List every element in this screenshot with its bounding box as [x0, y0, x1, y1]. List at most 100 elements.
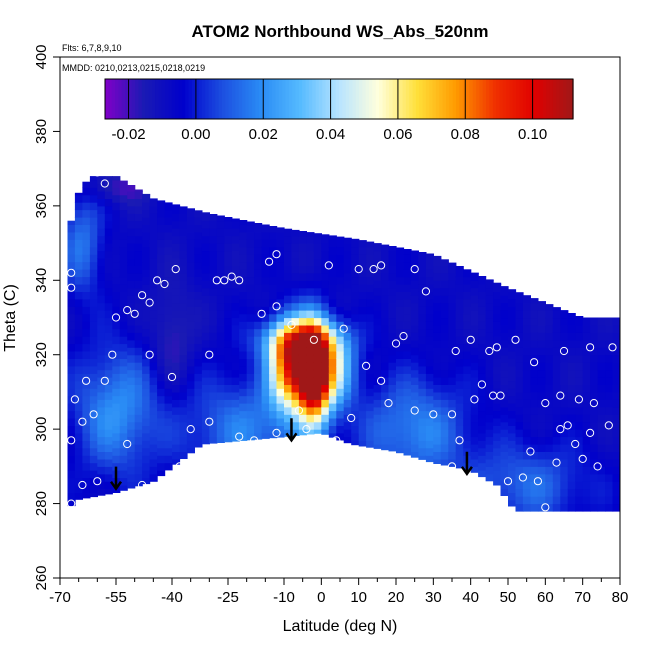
- sample-point: [556, 391, 565, 400]
- heatmap-cell: [142, 239, 151, 248]
- heatmap-cell: [134, 324, 143, 333]
- heatmap-cell: [493, 403, 502, 412]
- heatmap-cell: [74, 202, 83, 211]
- heatmap-cell: [328, 358, 337, 367]
- heatmap-cell: [590, 458, 599, 467]
- heatmap-cell: [522, 466, 531, 475]
- heatmap-cell: [67, 220, 76, 225]
- heatmap-cell: [410, 421, 419, 430]
- x-tick-label: 20: [388, 589, 405, 606]
- colorbar-swatch: [569, 79, 574, 119]
- heatmap-cell: [216, 391, 225, 400]
- heatmap-cell: [254, 223, 263, 226]
- heatmap-cell: [224, 243, 233, 252]
- heatmap-cell: [261, 224, 270, 233]
- heatmap-cell: [224, 228, 233, 237]
- heatmap-cell: [246, 343, 255, 352]
- heatmap-cell: [463, 276, 472, 285]
- heatmap-cell: [104, 414, 113, 423]
- heatmap-cell: [201, 235, 210, 244]
- heatmap-cell: [186, 373, 195, 382]
- heatmap-cell: [224, 362, 233, 371]
- heatmap-cell: [82, 470, 91, 479]
- colorbar-swatch: [212, 79, 216, 119]
- heatmap-cell: [321, 287, 330, 296]
- heatmap-cell: [612, 466, 620, 475]
- heatmap-cell: [530, 429, 539, 438]
- heatmap-cell: [366, 388, 375, 397]
- heatmap-cell: [142, 224, 151, 233]
- heatmap-cell: [97, 302, 106, 311]
- heatmap-cell: [605, 384, 614, 393]
- heatmap-cell: [261, 254, 270, 263]
- heatmap-cell: [89, 321, 98, 330]
- colorbar-tick-label: 0.04: [316, 126, 345, 143]
- heatmap-cell: [254, 224, 263, 233]
- heatmap-cell: [306, 310, 315, 319]
- heatmap-cell: [433, 451, 442, 460]
- heatmap-cell: [261, 328, 270, 337]
- heatmap-cell: [313, 377, 322, 385]
- heatmap-cell: [396, 418, 405, 426]
- heatmap-cell: [321, 429, 330, 435]
- heatmap-cell: [127, 258, 136, 266]
- heatmap-cell: [201, 302, 210, 311]
- heatmap-cell: [560, 339, 569, 348]
- heatmap-cell: [440, 317, 449, 326]
- heatmap-cell: [552, 429, 561, 438]
- heatmap-cell: [351, 284, 360, 292]
- heatmap-cell: [291, 362, 300, 371]
- heatmap-cell: [298, 339, 307, 348]
- heatmap-cell: [590, 384, 599, 393]
- heatmap-cell: [321, 235, 330, 244]
- heatmap-cell: [194, 313, 203, 322]
- heatmap-cell: [164, 269, 173, 278]
- heatmap-cell: [418, 365, 427, 374]
- heatmap-cell: [463, 269, 472, 278]
- heatmap-cell: [485, 406, 494, 415]
- heatmap-cell: [149, 458, 158, 467]
- heatmap-cell: [224, 220, 233, 229]
- heatmap-cell: [157, 200, 166, 203]
- heatmap-cell: [186, 306, 195, 315]
- heatmap-cell: [284, 384, 293, 393]
- heatmap-cell: [381, 258, 390, 266]
- heatmap-cell: [89, 403, 98, 412]
- heatmap-cell: [470, 362, 479, 371]
- heatmap-cell: [321, 234, 330, 237]
- heatmap-cell: [104, 406, 113, 415]
- heatmap-cell: [545, 369, 554, 378]
- heatmap-cell: [537, 302, 546, 311]
- colorbar-frame: [104, 78, 574, 120]
- heatmap-cell: [321, 265, 330, 274]
- heatmap-cell: [313, 250, 322, 259]
- heatmap-cell: [269, 403, 278, 412]
- heatmap-cell: [336, 239, 345, 248]
- heatmap-cell: [433, 272, 442, 281]
- heatmap-cell: [567, 406, 576, 415]
- heatmap-cell: [209, 406, 218, 415]
- heatmap-cell: [373, 258, 382, 266]
- heatmap-cell: [112, 447, 121, 456]
- heatmap-cell: [605, 436, 614, 445]
- heatmap-cell: [127, 185, 136, 192]
- heatmap-cell: [74, 192, 83, 196]
- heatmap-cell: [567, 458, 576, 467]
- heatmap-cell: [284, 228, 293, 237]
- heatmap-cell: [97, 414, 106, 423]
- heatmap-cell: [261, 321, 270, 330]
- heatmap-cell: [515, 429, 524, 438]
- heatmap-cell: [358, 373, 367, 382]
- heatmap-cell: [231, 287, 240, 296]
- heatmap-cell: [463, 410, 472, 419]
- heatmap-cell: [291, 391, 300, 400]
- colorbar-swatch: [476, 79, 481, 119]
- heatmap-cell: [485, 384, 494, 393]
- heatmap-cell: [254, 432, 263, 440]
- heatmap-cell: [612, 421, 620, 430]
- heatmap-cell: [381, 384, 390, 393]
- heatmap-cell: [597, 421, 606, 430]
- arrow-markers: [109, 418, 473, 491]
- heatmap-cell: [298, 399, 307, 408]
